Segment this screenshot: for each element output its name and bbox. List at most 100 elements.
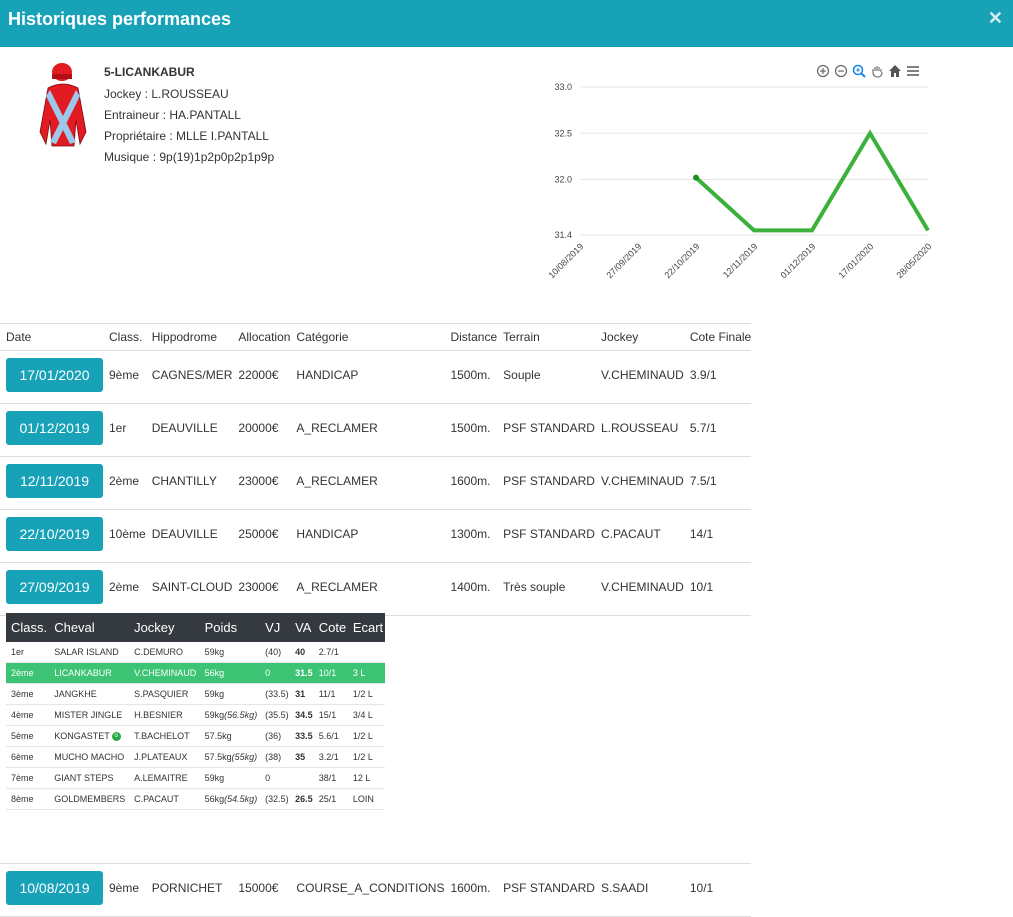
table-cell: 1300m. <box>444 510 497 559</box>
race-cell: (38) <box>265 752 281 762</box>
race-cell: 59kg <box>205 773 225 783</box>
date-button[interactable]: 22/10/2019 <box>6 517 103 551</box>
race-cell: 12 L <box>353 773 371 783</box>
modal-title: Historiques performances <box>8 9 231 30</box>
race-cell: 1/2 L <box>353 731 373 741</box>
x-tick-label: 01/12/2019 <box>778 241 817 280</box>
y-tick-label: 33.0 <box>554 82 572 92</box>
table-cell: COURSE_A_CONDITIONS <box>290 864 444 913</box>
table-cell: 14/1 <box>684 510 751 559</box>
date-button[interactable]: 10/08/2019 <box>6 871 103 905</box>
table-cell: 10/1 <box>684 563 751 612</box>
table-cell: 15000€ <box>232 864 290 913</box>
race-cell: 59kg <box>205 710 225 720</box>
race-cell: C.DEMURO <box>134 647 183 657</box>
race-column-header: Jockey <box>129 613 200 642</box>
table-cell: 10ème <box>103 510 146 559</box>
race-cell: JANGKHE <box>54 689 97 699</box>
race-cell: 11/1 <box>319 689 336 699</box>
horse-jockey: Jockey : L.ROUSSEAU <box>104 84 274 105</box>
race-cell: J.PLATEAUX <box>134 752 187 762</box>
race-cell: 3ème <box>11 689 34 699</box>
date-button[interactable]: 17/01/2020 <box>6 358 103 392</box>
table-cell: 23000€ <box>232 563 290 612</box>
table-cell: HANDICAP <box>290 351 444 400</box>
series-line <box>696 133 928 230</box>
alt-weight: (54.5kg) <box>224 794 257 804</box>
race-cell: 15/1 <box>319 710 337 720</box>
data-point[interactable] <box>693 175 699 181</box>
x-tick-label: 28/05/2020 <box>894 241 933 280</box>
race-cell: 3.2/1 <box>319 752 339 762</box>
race-column-header: VA <box>290 613 314 642</box>
race-cell: T.BACHELOT <box>134 731 190 741</box>
column-header: Jockey <box>595 324 684 351</box>
y-tick-label: 32.5 <box>554 128 572 138</box>
race-cell: 40 <box>295 647 305 657</box>
table-cell: SAINT-CLOUD <box>146 563 233 612</box>
race-cell: LOIN <box>353 794 374 804</box>
info-badge-icon[interactable]: o <box>112 732 121 741</box>
x-tick-label: 12/11/2019 <box>721 241 759 279</box>
table-cell: PORNICHET <box>146 864 233 913</box>
horse-owner: Propriétaire : MLLE I.PANTALL <box>104 126 274 147</box>
race-cell: 7ème <box>11 773 34 783</box>
table-cell: CAGNES/MER <box>146 351 233 400</box>
table-cell: 3.9/1 <box>684 351 751 400</box>
table-cell: 23000€ <box>232 457 290 506</box>
date-button[interactable]: 12/11/2019 <box>6 464 103 498</box>
race-cell: 59kg <box>205 647 225 657</box>
y-tick-label: 31.4 <box>554 230 572 240</box>
race-cell: S.PASQUIER <box>134 689 188 699</box>
table-cell: 5.7/1 <box>684 404 751 453</box>
race-cell: SALAR ISLAND <box>54 647 119 657</box>
column-header: Allocation <box>232 324 290 351</box>
race-cell: (32.5) <box>265 794 289 804</box>
table-cell: DEAUVILLE <box>146 510 233 559</box>
race-cell: 59kg <box>205 689 225 699</box>
race-cell: V.CHEMINAUD <box>134 668 196 678</box>
race-cell: MISTER JINGLE <box>54 710 122 720</box>
table-cell: L.ROUSSEAU <box>595 404 684 453</box>
race-cell: 56kg <box>205 668 225 678</box>
race-cell: 38/1 <box>319 773 337 783</box>
table-cell: Très souple <box>497 563 595 612</box>
race-column-header: Cheval <box>49 613 129 642</box>
table-cell: Souple <box>497 351 595 400</box>
race-cell: 1er <box>11 647 24 657</box>
race-column-header: VJ <box>260 613 290 642</box>
race-cell: 25/1 <box>319 794 337 804</box>
alt-weight: (55kg) <box>232 752 258 762</box>
race-cell: (36) <box>265 731 281 741</box>
race-cell: LICANKABUR <box>54 668 112 678</box>
column-header: Hippodrome <box>146 324 233 351</box>
table-cell: A_RECLAMER <box>290 457 444 506</box>
table-cell: PSF STANDARD <box>497 864 595 913</box>
close-icon[interactable]: ✕ <box>988 8 1003 29</box>
table-cell: 1400m. <box>444 563 497 612</box>
table-cell: 22000€ <box>232 351 290 400</box>
modal-header: Historiques performances ✕ <box>0 0 1013 47</box>
table-cell: V.CHEMINAUD <box>595 457 684 506</box>
table-cell: 10/1 <box>684 864 751 913</box>
table-cell: S.SAADI <box>595 864 684 913</box>
date-button[interactable]: 27/09/2019 <box>6 570 103 604</box>
column-header: Class. <box>103 324 146 351</box>
date-button[interactable]: 01/12/2019 <box>6 411 103 445</box>
table-cell: A_RECLAMER <box>290 404 444 453</box>
table-cell: 7.5/1 <box>684 457 751 506</box>
race-column-header: Cote <box>314 613 348 642</box>
